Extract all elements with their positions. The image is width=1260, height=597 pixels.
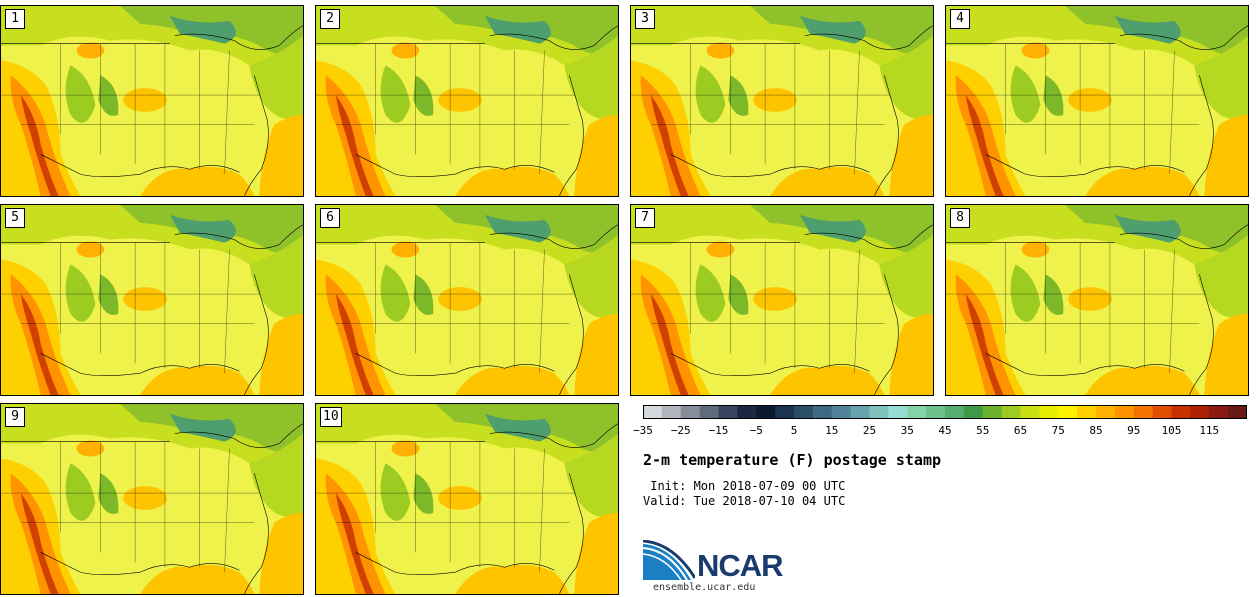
panel-label: 2 bbox=[320, 9, 340, 29]
website-url: ensemble.ucar.edu bbox=[653, 582, 756, 593]
colorbar-swatch bbox=[1190, 405, 1210, 419]
colorbar-swatch bbox=[643, 405, 663, 419]
panel-label: 4 bbox=[950, 9, 970, 29]
forecast-panel-9: 9 bbox=[0, 403, 304, 595]
panel-label: 9 bbox=[5, 407, 25, 427]
temperature-map bbox=[316, 6, 618, 196]
colorbar-swatch bbox=[1020, 405, 1040, 419]
colorbar-swatch bbox=[850, 405, 871, 419]
forecast-panel-8: 8 bbox=[945, 204, 1249, 396]
colorbar-swatch bbox=[661, 405, 682, 419]
colorbar-swatch bbox=[756, 405, 776, 419]
colorbar-swatch bbox=[1171, 405, 1191, 419]
colorbar-swatch bbox=[945, 405, 965, 419]
colorbar-swatch bbox=[831, 405, 852, 419]
colorbar-tick-labels: −35 −25 −15 −5 5 15 25 35 45 55 65 75 85 95 105 115 bbox=[633, 424, 1247, 440]
colorbar-swatch bbox=[699, 405, 720, 419]
temperature-map bbox=[316, 205, 618, 395]
colorbar-swatch bbox=[869, 405, 889, 419]
colorbar-swatch bbox=[1228, 405, 1247, 419]
temperature-map bbox=[1, 404, 303, 594]
colorbar-swatch bbox=[812, 405, 833, 419]
colorbar-swatch bbox=[1114, 405, 1135, 419]
panel-label: 7 bbox=[635, 208, 655, 228]
panel-label: 5 bbox=[5, 208, 25, 228]
panel-label: 10 bbox=[320, 407, 342, 427]
colorbar-swatch bbox=[1209, 405, 1229, 419]
ncar-logo-icon bbox=[643, 540, 695, 580]
forecast-panel-2: 2 bbox=[315, 5, 619, 197]
colorbar-swatch bbox=[1058, 405, 1078, 419]
forecast-panel-3: 3 bbox=[630, 5, 934, 197]
colorbar bbox=[643, 405, 1247, 419]
temperature-map bbox=[631, 205, 933, 395]
forecast-panel-1: 1 bbox=[0, 5, 304, 197]
temperature-map bbox=[1, 205, 303, 395]
ncar-logo-text: NCAR bbox=[697, 548, 784, 583]
colorbar-swatch bbox=[1133, 405, 1154, 419]
colorbar-tick: 95 bbox=[1127, 424, 1141, 437]
temperature-map bbox=[1, 6, 303, 196]
colorbar-tick: 85 bbox=[1089, 424, 1103, 437]
forecast-panel-6: 6 bbox=[315, 204, 619, 396]
colorbar-swatch bbox=[888, 405, 908, 419]
forecast-panel-7: 7 bbox=[630, 204, 934, 396]
colorbar-tick: 115 bbox=[1199, 424, 1220, 437]
colorbar-tick: 5 bbox=[790, 424, 798, 437]
colorbar-swatch bbox=[794, 405, 814, 419]
forecast-panel-10: 10 bbox=[315, 403, 619, 595]
colorbar-swatch bbox=[737, 405, 757, 419]
colorbar-swatch bbox=[982, 405, 1003, 419]
plot-title: 2-m temperature (F) postage stamp bbox=[643, 451, 942, 469]
colorbar-swatch bbox=[907, 405, 927, 419]
colorbar-tick: 105 bbox=[1161, 424, 1182, 437]
colorbar-tick: 75 bbox=[1051, 424, 1065, 437]
temperature-map bbox=[946, 6, 1248, 196]
colorbar-tick: 65 bbox=[1013, 424, 1028, 437]
colorbar-swatch bbox=[718, 405, 738, 419]
colorbar-tick: −15 bbox=[708, 424, 729, 437]
colorbar-swatch bbox=[775, 405, 795, 419]
colorbar-swatch bbox=[1096, 405, 1116, 419]
forecast-panel-4: 4 bbox=[945, 5, 1249, 197]
init-time: Init: Mon 2018-07-09 00 UTC bbox=[643, 479, 846, 493]
forecast-panel-5: 5 bbox=[0, 204, 304, 396]
colorbar-tick: −35 bbox=[633, 424, 653, 437]
temperature-map bbox=[946, 205, 1248, 395]
colorbar-swatch bbox=[1152, 405, 1173, 419]
colorbar-swatch bbox=[1001, 405, 1022, 419]
colorbar-swatch bbox=[963, 405, 984, 419]
colorbar-tick: 15 bbox=[825, 424, 839, 437]
colorbar-tick: 55 bbox=[976, 424, 990, 437]
panel-label: 1 bbox=[5, 9, 25, 29]
temperature-map bbox=[631, 6, 933, 196]
colorbar-tick: −25 bbox=[670, 424, 691, 437]
colorbar-swatch bbox=[926, 405, 946, 419]
colorbar-swatch bbox=[680, 405, 701, 419]
panel-label: 3 bbox=[635, 9, 655, 29]
colorbar-tick: 25 bbox=[862, 424, 877, 437]
colorbar-tick: 35 bbox=[900, 424, 914, 437]
colorbar-tick: −5 bbox=[749, 424, 763, 437]
panel-label: 8 bbox=[950, 208, 970, 228]
panel-label: 6 bbox=[320, 208, 340, 228]
temperature-map bbox=[316, 404, 618, 594]
colorbar-swatch bbox=[1039, 405, 1059, 419]
valid-time: Valid: Tue 2018-07-10 04 UTC bbox=[643, 494, 846, 508]
colorbar-tick: 45 bbox=[938, 424, 952, 437]
colorbar-swatch bbox=[1077, 405, 1097, 419]
